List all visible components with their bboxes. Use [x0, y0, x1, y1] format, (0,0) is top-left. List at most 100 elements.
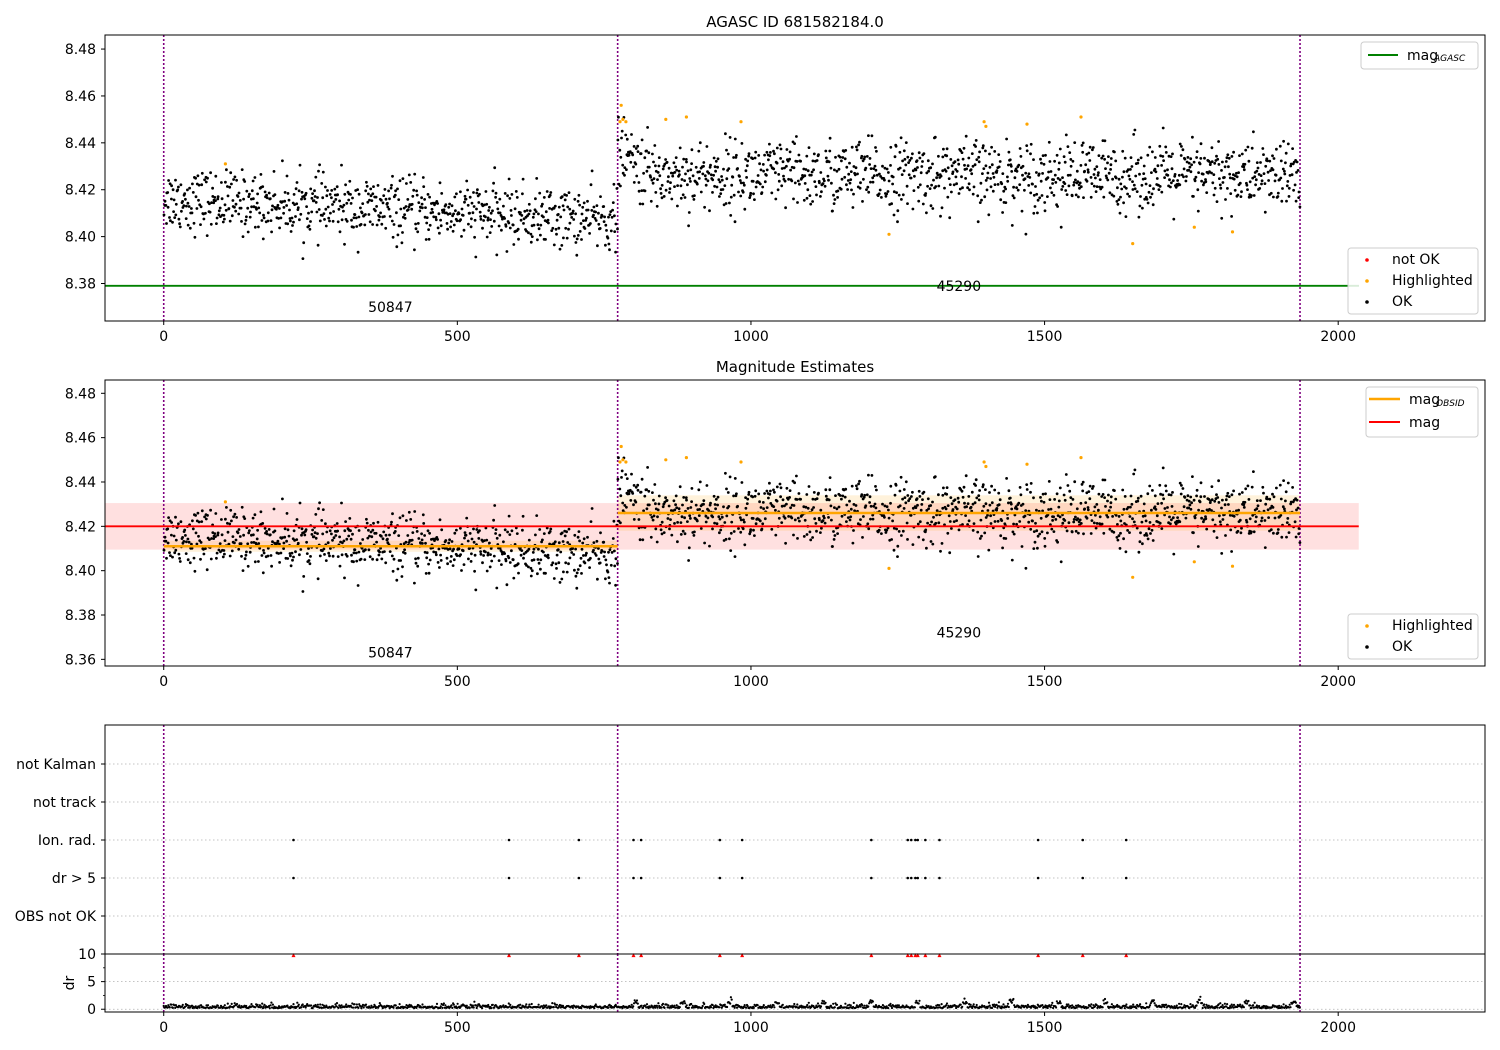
- ok-point: [1060, 188, 1064, 191]
- ok-point: [934, 521, 938, 525]
- ok-point: [492, 219, 496, 223]
- ok-point: [980, 198, 983, 202]
- ok-point: [922, 152, 926, 156]
- ok-point: [624, 133, 628, 137]
- ok-point: [1136, 161, 1140, 165]
- ok-point: [685, 498, 688, 502]
- ok-point: [797, 153, 801, 157]
- ok-point: [577, 530, 581, 533]
- ok-point: [1153, 156, 1157, 159]
- dr-point: [645, 1003, 649, 1006]
- ok-point: [272, 507, 276, 511]
- ok-point: [1144, 519, 1148, 523]
- ok-point: [1240, 491, 1244, 494]
- ok-point: [452, 547, 455, 551]
- ok-point: [277, 552, 280, 555]
- ok-point: [1181, 487, 1185, 490]
- ok-point: [751, 179, 755, 183]
- ok-point: [286, 528, 290, 532]
- ok-point: [1082, 532, 1085, 536]
- ok-point: [848, 181, 852, 185]
- ok-point: [496, 207, 500, 211]
- dr-point: [167, 1004, 170, 1007]
- ok-point: [462, 228, 466, 232]
- ok-point: [1018, 486, 1022, 489]
- ok-point: [908, 497, 912, 500]
- ok-point: [463, 536, 466, 540]
- dr-point: [452, 1003, 455, 1006]
- ok-point: [769, 164, 773, 167]
- ok-point: [1072, 520, 1076, 524]
- ok-point: [392, 223, 396, 226]
- ok-point: [688, 177, 692, 180]
- ok-point: [843, 495, 847, 499]
- ok-point: [965, 167, 968, 171]
- dr-point: [621, 1007, 624, 1010]
- ok-point: [1223, 165, 1227, 169]
- ok-point: [406, 208, 410, 212]
- ok-point: [1174, 522, 1178, 526]
- ok-point: [823, 184, 827, 188]
- ok-point: [329, 547, 332, 550]
- ok-point: [697, 514, 701, 517]
- ok-point: [1122, 507, 1126, 511]
- ok-point: [1078, 181, 1082, 185]
- ok-point: [1164, 145, 1168, 149]
- dr-point: [468, 1006, 471, 1010]
- ok-point: [368, 555, 372, 559]
- ok-point: [522, 552, 526, 556]
- ok-point: [889, 145, 893, 149]
- ok-point: [556, 213, 560, 216]
- ok-point: [261, 237, 265, 241]
- ok-point: [231, 535, 235, 538]
- ok-point: [1103, 157, 1106, 161]
- ok-point: [708, 165, 712, 169]
- flag-point: [909, 838, 913, 842]
- ok-point: [233, 512, 237, 516]
- ok-point: [363, 558, 367, 561]
- ok-point: [754, 489, 758, 493]
- ok-point: [824, 494, 828, 498]
- dr-point: [684, 1002, 687, 1005]
- ok-point: [497, 224, 501, 228]
- ok-point: [202, 552, 206, 556]
- ok-point: [1095, 185, 1099, 189]
- ok-point: [1153, 167, 1157, 171]
- ok-point: [831, 209, 834, 213]
- ok-point: [1081, 150, 1085, 154]
- ok-point: [215, 216, 219, 220]
- ok-point: [729, 531, 733, 535]
- ok-point: [948, 183, 952, 187]
- ok-point: [394, 189, 397, 193]
- ok-point: [757, 154, 761, 157]
- ok-point: [460, 207, 464, 211]
- ok-point: [797, 492, 801, 495]
- ok-point: [301, 257, 305, 260]
- ok-point: [1145, 197, 1149, 201]
- ok-point: [687, 546, 691, 550]
- ok-point: [962, 146, 966, 150]
- ok-point: [432, 550, 436, 554]
- ok-point: [1122, 201, 1125, 205]
- dr-point: [198, 1006, 201, 1009]
- ok-point: [550, 563, 554, 567]
- dr-point: [269, 1004, 272, 1007]
- x-tick-label: 0: [159, 674, 168, 690]
- ok-point: [947, 514, 951, 518]
- ok-point: [989, 522, 993, 525]
- ok-point: [767, 496, 770, 500]
- ok-point: [464, 533, 468, 537]
- ok-point: [986, 509, 990, 512]
- ok-point: [1228, 172, 1232, 176]
- ok-point: [420, 538, 424, 542]
- ok-point: [263, 190, 267, 194]
- ok-point: [453, 531, 457, 535]
- ok-point: [649, 199, 653, 203]
- ok-point: [1199, 495, 1203, 499]
- ok-point: [829, 504, 833, 508]
- dr-point: [551, 1002, 554, 1005]
- ok-point: [184, 552, 188, 555]
- ok-point: [309, 220, 312, 223]
- ok-point: [220, 181, 223, 184]
- ok-point: [725, 487, 728, 491]
